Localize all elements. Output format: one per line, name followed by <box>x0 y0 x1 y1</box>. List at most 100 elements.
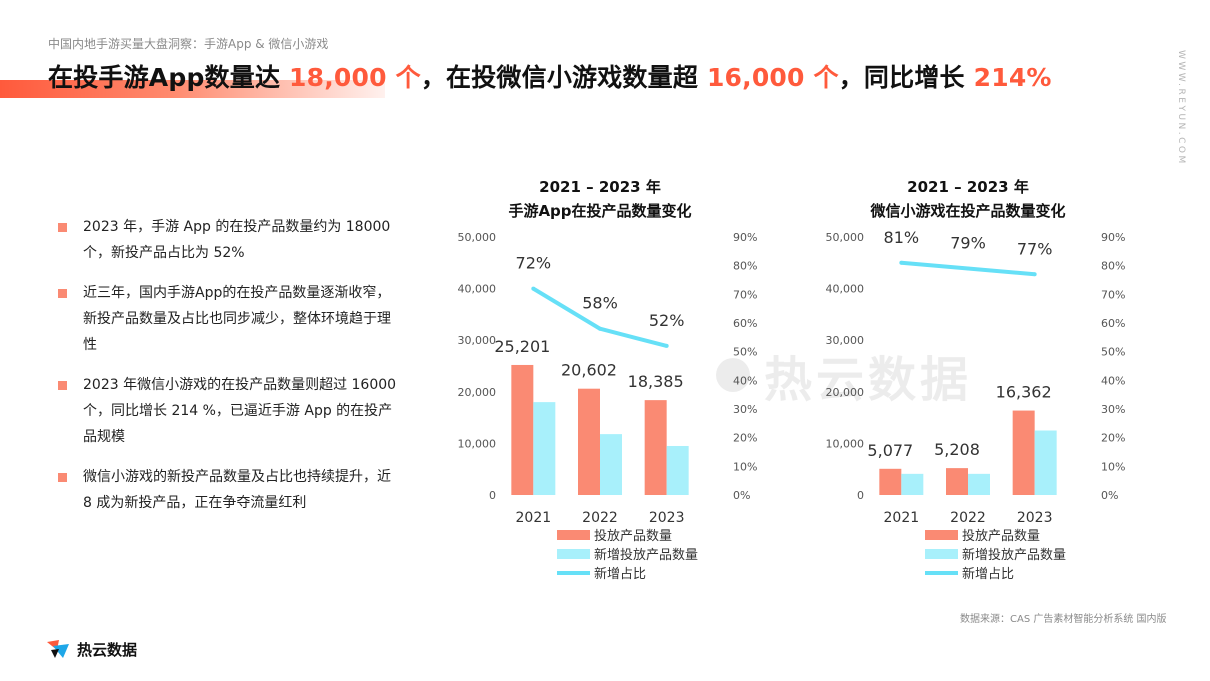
line-point <box>899 260 904 265</box>
watermark-text: 热云数据 <box>764 352 973 408</box>
legend-label: 新增占比 <box>962 566 1014 582</box>
y2-tick-label: 60% <box>733 317 757 330</box>
bar-total <box>578 388 600 495</box>
x-tick-label: 2022 <box>950 510 986 526</box>
y2-tick-label: 30% <box>1101 403 1125 416</box>
bar-total <box>644 400 667 495</box>
headline-highlight: 214% <box>973 63 1052 92</box>
bar-total <box>879 468 902 495</box>
bullet-marker <box>58 223 67 232</box>
bar-new <box>666 445 689 495</box>
brand-logo: 热云数据 <box>45 638 137 660</box>
y2-tick-label: 0% <box>733 489 750 502</box>
title-accent-bar <box>0 80 385 98</box>
legend-label: 新增投放产品数量 <box>962 547 1066 563</box>
bar-new <box>901 473 924 495</box>
reyun-logo-icon <box>47 640 69 658</box>
y2-tick-label: 30% <box>733 403 757 416</box>
x-tick-label: 2022 <box>582 510 618 526</box>
y-tick-label: 40,000 <box>826 283 865 296</box>
bullet-text: 近三年，国内手游App的在投产品数量逐渐收窄，新投产品数量及占比也同步减少，整体… <box>83 285 391 353</box>
x-tick-label: 2021 <box>884 510 920 526</box>
y-tick-label: 30,000 <box>826 334 865 347</box>
page-title: 在投手游App数量达 18,000 个，在投微信小游戏数量超 16,000 个，… <box>48 58 1052 94</box>
legend-swatch <box>557 530 590 540</box>
legend-label: 新增投放产品数量 <box>594 547 698 563</box>
headline-highlight: 16,000 个 <box>706 63 839 92</box>
bar-data-label: 16,362 <box>996 383 1052 402</box>
y2-tick-label: 70% <box>1101 288 1125 301</box>
y2-tick-label: 80% <box>733 260 757 273</box>
chart-title: 2021 – 2023 年 <box>539 178 661 196</box>
legend-label: 新增占比 <box>594 566 646 582</box>
y2-tick-label: 90% <box>1101 231 1125 244</box>
side-url: WWW.REYUN.COM <box>1176 50 1186 166</box>
bar-total <box>1012 410 1035 495</box>
legend-swatch <box>925 549 958 559</box>
bullet-item: 2023 年，手游 App 的在投产品数量约为 18000 个，新投产品占比为 … <box>58 214 403 266</box>
y2-tick-label: 20% <box>733 432 757 445</box>
page-subtitle: 中国内地手游买量大盘洞察：手游App & 微信小游戏 <box>48 37 329 51</box>
y-tick-label: 30,000 <box>458 334 497 347</box>
bar-data-label: 20,602 <box>561 361 617 380</box>
bullet-item: 近三年，国内手游App的在投产品数量逐渐收窄，新投产品数量及占比也同步减少，整体… <box>58 280 403 358</box>
y2-tick-label: 80% <box>1101 260 1125 273</box>
bullet-item: 2023 年微信小游戏的在投产品数量则超过 16000 个，同比增长 214 %… <box>58 372 403 450</box>
line-point <box>531 286 536 291</box>
x-tick-label: 2023 <box>649 510 685 526</box>
bullet-marker <box>58 289 67 298</box>
watermark: 热云数据 <box>712 340 972 410</box>
y-tick-label: 10,000 <box>458 437 497 450</box>
y2-tick-label: 10% <box>733 460 757 473</box>
data-source: 数据来源：CAS 广告素材智能分析系统 国内版 <box>960 614 1167 625</box>
bullet-text: 微信小游戏的新投产品数量及占比也持续提升，近 8 成为新投产品，正在争夺流量红利 <box>83 469 391 511</box>
bar-data-label: 5,208 <box>934 440 980 459</box>
headline-highlight: 18,000 个 <box>289 63 421 92</box>
legend-swatch <box>557 549 590 559</box>
bar-new <box>600 434 622 495</box>
line-data-label: 72% <box>516 254 552 273</box>
line-point <box>1032 272 1037 277</box>
line-data-label: 52% <box>649 311 685 330</box>
bullet-marker <box>58 473 67 482</box>
bullet-text: 2023 年，手游 App 的在投产品数量约为 18000 个，新投产品占比为 … <box>83 219 391 261</box>
x-tick-label: 2023 <box>1017 510 1053 526</box>
y2-tick-label: 20% <box>1101 432 1125 445</box>
line-data-label: 77% <box>1017 239 1053 258</box>
legend-label: 投放产品数量 <box>594 528 672 544</box>
line-point <box>664 343 669 348</box>
x-tick-label: 2021 <box>516 510 552 526</box>
bullet-item: 微信小游戏的新投产品数量及占比也持续提升，近 8 成为新投产品，正在争夺流量红利 <box>58 464 403 516</box>
bullet-text: 2023 年微信小游戏的在投产品数量则超过 16000 个，同比增长 214 %… <box>83 377 397 445</box>
y-tick-label: 50,000 <box>458 231 497 244</box>
y2-tick-label: 50% <box>1101 346 1125 359</box>
bar-total <box>511 364 534 495</box>
y-tick-label: 0 <box>857 489 864 502</box>
y-tick-label: 0 <box>489 489 496 502</box>
headline-text: 在投手游App数量达 <box>48 63 290 92</box>
bullet-marker <box>58 381 67 390</box>
chart-title: 2021 – 2023 年 <box>907 178 1029 196</box>
bar-data-label: 25,201 <box>494 337 550 356</box>
headline-text: ，同比增长 <box>838 63 974 92</box>
headline-text: ，在投微信小游戏数量超 <box>420 63 707 92</box>
y2-tick-label: 60% <box>1101 317 1125 330</box>
chart-title: 手游App在投产品数量变化 <box>508 202 691 220</box>
watermark-logo-icon <box>716 358 750 392</box>
bar-total <box>946 468 968 495</box>
y2-tick-label: 90% <box>733 231 757 244</box>
legend-label: 投放产品数量 <box>962 528 1040 544</box>
y-tick-label: 20,000 <box>458 386 497 399</box>
line-point <box>966 266 970 271</box>
y2-tick-label: 40% <box>1101 374 1125 387</box>
y2-tick-label: 40% <box>733 374 757 387</box>
y-tick-label: 40,000 <box>458 283 497 296</box>
line-point <box>598 326 602 331</box>
bar-data-label: 5,077 <box>867 441 913 460</box>
y2-tick-label: 50% <box>733 346 757 359</box>
y-tick-label: 10,000 <box>826 437 865 450</box>
line-data-label: 58% <box>582 294 618 313</box>
line-data-label: 81% <box>884 228 920 247</box>
